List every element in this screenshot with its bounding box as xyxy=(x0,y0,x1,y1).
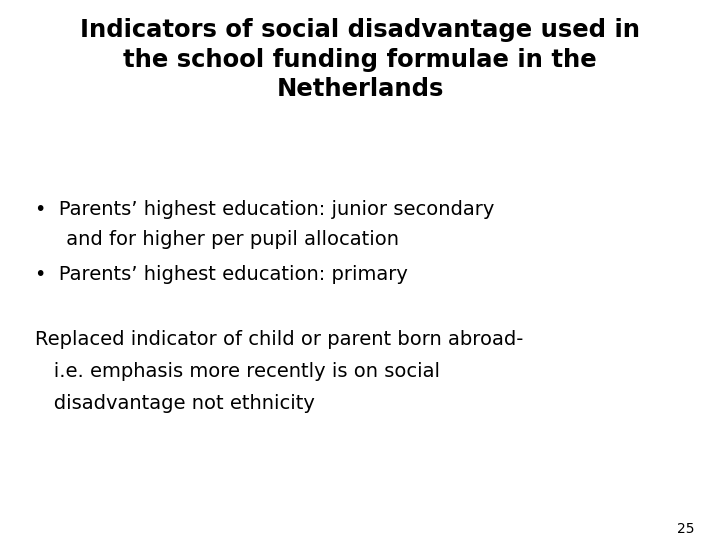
Text: •  Parents’ highest education: primary: • Parents’ highest education: primary xyxy=(35,265,408,284)
Text: i.e. emphasis more recently is on social: i.e. emphasis more recently is on social xyxy=(35,362,440,381)
Text: and for higher per pupil allocation: and for higher per pupil allocation xyxy=(35,230,399,249)
Text: •  Parents’ highest education: junior secondary: • Parents’ highest education: junior sec… xyxy=(35,200,495,219)
Text: Replaced indicator of child or parent born abroad-: Replaced indicator of child or parent bo… xyxy=(35,330,523,349)
Text: Indicators of social disadvantage used in
the school funding formulae in the
Net: Indicators of social disadvantage used i… xyxy=(80,18,640,102)
Text: disadvantage not ethnicity: disadvantage not ethnicity xyxy=(35,394,315,413)
Text: 25: 25 xyxy=(678,522,695,536)
